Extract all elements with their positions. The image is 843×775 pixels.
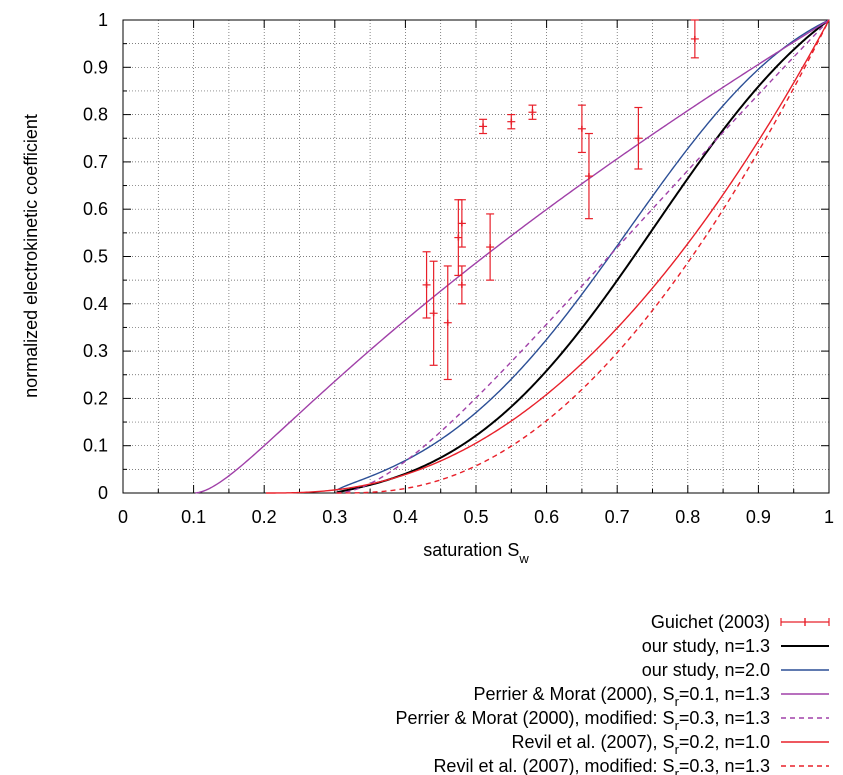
tick-labels: 0 0.1 0.2 0.3 0.4 0.5 0.6 0.7 0.8 0.9 1 0 0.1 0.2 0.3 0… bbox=[83, 10, 834, 527]
data-point bbox=[422, 251, 431, 319]
legend-label: our study, n=2.0 bbox=[642, 660, 770, 680]
x-tick-label: 0.1 bbox=[181, 507, 206, 527]
y-tick-label: 1 bbox=[98, 10, 108, 30]
legend-label: Revil et al. (2007), Sr=0.2, n=1.0 bbox=[511, 732, 770, 757]
data-point bbox=[454, 199, 463, 277]
curves bbox=[195, 19, 830, 494]
legend: Guichet (2003) our study, n=1.3 our study,… bbox=[395, 612, 830, 775]
data-point bbox=[457, 199, 466, 248]
series-line bbox=[195, 19, 830, 494]
y-tick-label: 0.3 bbox=[83, 341, 108, 361]
x-tick-label: 1 bbox=[824, 507, 834, 527]
x-tick-label: 0.2 bbox=[252, 507, 277, 527]
legend-label: Perrier & Morat (2000), Sr=0.1, n=1.3 bbox=[473, 684, 770, 709]
y-axis-title: normalized electrokinetic coefficient bbox=[21, 114, 41, 398]
x-tick-label: 0.7 bbox=[605, 507, 630, 527]
data-point bbox=[486, 213, 495, 281]
data-point bbox=[528, 104, 537, 120]
ticks bbox=[122, 19, 830, 494]
series-line bbox=[336, 19, 830, 494]
series-line bbox=[336, 19, 830, 494]
y-tick-label: 0.2 bbox=[83, 388, 108, 408]
series-line bbox=[336, 19, 830, 494]
legend-label: Revil et al. (2007), modified: Sr=0.3, n… bbox=[433, 756, 770, 775]
x-tick-label: 0.6 bbox=[534, 507, 559, 527]
x-axis-title: saturation Sw bbox=[423, 540, 529, 566]
y-tick-label: 0.6 bbox=[83, 199, 108, 219]
series-line bbox=[336, 19, 830, 491]
x-tick-label: 0.8 bbox=[675, 507, 700, 527]
data-point bbox=[584, 132, 593, 220]
x-tick-label: 0.4 bbox=[393, 507, 418, 527]
x-tick-label: 0.3 bbox=[322, 507, 347, 527]
y-tick-label: 0.9 bbox=[83, 57, 108, 77]
y-tick-label: 0.4 bbox=[83, 294, 108, 314]
y-tick-label: 0.5 bbox=[83, 247, 108, 267]
data-points bbox=[422, 19, 699, 381]
y-tick-label: 0 bbox=[98, 483, 108, 503]
legend-label: our study, n=1.3 bbox=[642, 636, 770, 656]
data-point bbox=[457, 265, 466, 305]
y-tick-label: 0.7 bbox=[83, 152, 108, 172]
series-line bbox=[265, 19, 830, 494]
y-tick-label: 0.8 bbox=[83, 105, 108, 125]
grid bbox=[123, 20, 829, 493]
x-tick-label: 0 bbox=[118, 507, 128, 527]
x-tick-label: 0.5 bbox=[463, 507, 488, 527]
y-tick-label: 0.1 bbox=[83, 436, 108, 456]
data-point bbox=[479, 118, 488, 135]
legend-swatch bbox=[780, 618, 830, 626]
x-tick-label: 0.9 bbox=[746, 507, 771, 527]
legend-label: Perrier & Morat (2000), modified: Sr=0.3… bbox=[395, 708, 770, 733]
data-point bbox=[507, 113, 516, 130]
data-point bbox=[429, 260, 438, 366]
data-point bbox=[443, 265, 452, 381]
legend-label: Guichet (2003) bbox=[651, 612, 770, 632]
data-point bbox=[634, 106, 643, 170]
data-point bbox=[690, 19, 699, 59]
data-point bbox=[577, 104, 586, 154]
